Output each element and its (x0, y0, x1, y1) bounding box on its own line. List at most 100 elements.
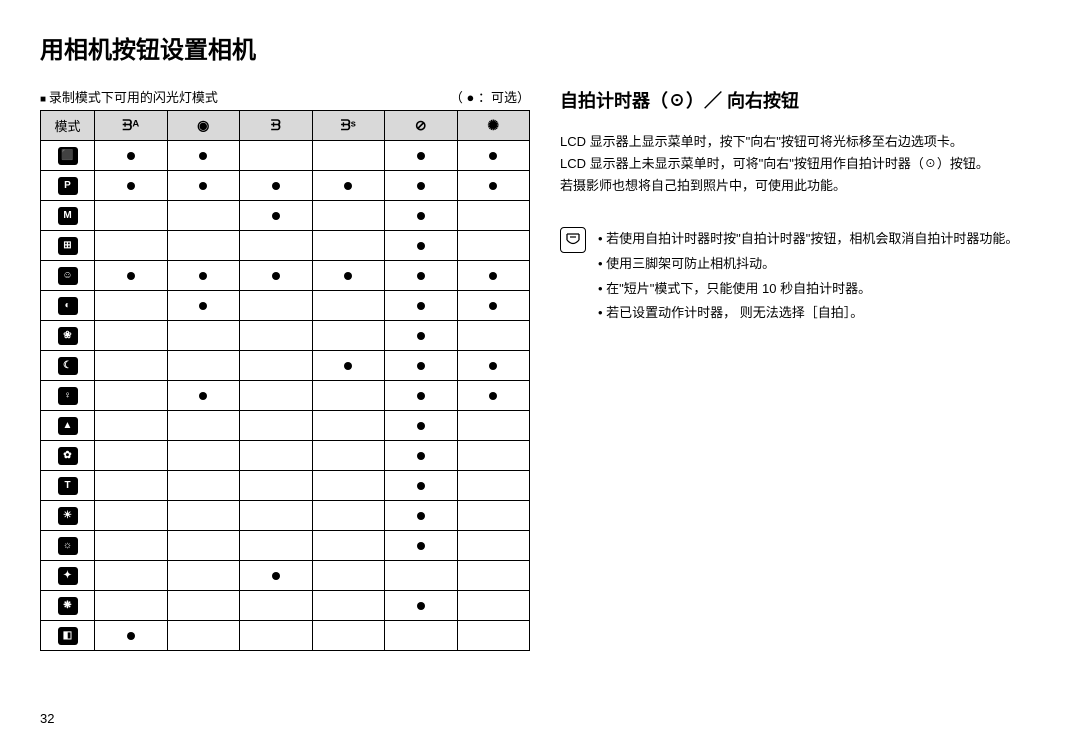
table-cell (457, 321, 530, 351)
flash-off-icon: ⊘ (415, 117, 427, 133)
body-paragraph: LCD 显示器上显示菜单时，按下"向右"按钮可将光标移至右边选项卡。LCD 显示… (560, 131, 1030, 197)
body-line: 若摄影师也想将自己拍到照片中，可使用此功能。 (560, 175, 1030, 197)
table-cell (457, 411, 530, 441)
table-cell (95, 201, 168, 231)
table-row: ☺ (41, 261, 530, 291)
table-cell (167, 411, 240, 441)
header-flash-auto: ᗲᴬ (95, 111, 168, 141)
table-cell (385, 411, 458, 441)
table-cell (240, 381, 313, 411)
available-dot (417, 212, 425, 220)
available-dot (417, 362, 425, 370)
table-cell (312, 201, 385, 231)
page-title: 用相机按钮设置相机 (40, 30, 1040, 65)
table-cell (385, 141, 458, 171)
table-cell (167, 351, 240, 381)
table-cell (457, 591, 530, 621)
mode-backlight-icon: ☼ (58, 537, 78, 555)
table-row: ♀ (41, 381, 530, 411)
table-cell (312, 441, 385, 471)
table-cell (167, 171, 240, 201)
table-cell (167, 531, 240, 561)
table-row: ☾ (41, 351, 530, 381)
flash-mode-table: 模式ᗲᴬ◉ᗲᗲˢ⊘✺ ⬛PM⊞☺◐❀☾♀▲✿T☀☼✦❋◧ (40, 110, 530, 651)
mode-portrait-icon: ❀ (58, 327, 78, 345)
table-cell (167, 291, 240, 321)
note-icon (560, 227, 586, 253)
table-cell (167, 441, 240, 471)
table-cell (385, 501, 458, 531)
table-cell (95, 591, 168, 621)
table-cell (457, 141, 530, 171)
table-cell (457, 291, 530, 321)
mode-closeup-icon: ▲ (58, 417, 78, 435)
table-cell (167, 381, 240, 411)
available-dot (199, 152, 207, 160)
table-cell (240, 321, 313, 351)
header-mode: 模式 (41, 111, 95, 141)
mode-landscape-icon: ♀ (58, 387, 78, 405)
table-cell (95, 471, 168, 501)
table-cell (312, 351, 385, 381)
mode-beach-icon: ❋ (58, 597, 78, 615)
table-cell (95, 411, 168, 441)
table-cell (95, 621, 168, 651)
table-cell (95, 321, 168, 351)
table-cell (385, 321, 458, 351)
available-dot (489, 302, 497, 310)
table-cell (312, 471, 385, 501)
available-dot (199, 272, 207, 280)
table-cell (95, 501, 168, 531)
table-cell (95, 561, 168, 591)
table-cell (167, 471, 240, 501)
table-cell (385, 201, 458, 231)
table-cell (385, 441, 458, 471)
left-column: 录制模式下可用的闪光灯模式 （ ● ：可选） 模式ᗲᴬ◉ᗲᗲˢ⊘✺ ⬛PM⊞☺◐… (40, 87, 530, 651)
table-row: ❀ (41, 321, 530, 351)
flash-auto-icon: ᗲᴬ (122, 117, 139, 133)
table-cell (167, 231, 240, 261)
table-cell (95, 351, 168, 381)
table-cell (385, 591, 458, 621)
mode-auto-icon: ⬛ (58, 147, 78, 165)
table-cell (457, 381, 530, 411)
table-cell (312, 261, 385, 291)
table-cell (240, 471, 313, 501)
available-dot (199, 392, 207, 400)
table-cell (457, 171, 530, 201)
table-row: P (41, 171, 530, 201)
header-flash-slow: ᗲˢ (312, 111, 385, 141)
table-cell (167, 201, 240, 231)
table-cell (167, 591, 240, 621)
table-row: ⊞ (41, 231, 530, 261)
table-row: ☀ (41, 501, 530, 531)
table-cell (167, 321, 240, 351)
table-cell (385, 531, 458, 561)
body-line: LCD 显示器上显示菜单时，按下"向右"按钮可将光标移至右边选项卡。 (560, 131, 1030, 153)
table-cell (95, 291, 168, 321)
table-cell (95, 381, 168, 411)
mode-text-icon: ✿ (58, 447, 78, 465)
available-dot (272, 272, 280, 280)
table-cell (240, 351, 313, 381)
table-cell (312, 321, 385, 351)
table-row: M (41, 201, 530, 231)
table-cell (312, 141, 385, 171)
table-cell (385, 171, 458, 201)
table-cell (95, 231, 168, 261)
table-cell (240, 561, 313, 591)
available-dot (417, 152, 425, 160)
table-cell (95, 171, 168, 201)
table-cell (385, 231, 458, 261)
table-cell (240, 411, 313, 441)
table-cell (95, 141, 168, 171)
table-cell (312, 171, 385, 201)
available-dot (199, 182, 207, 190)
available-dot (489, 362, 497, 370)
mode-dis-icon: ⊞ (58, 237, 78, 255)
mode-sunset-icon: T (58, 477, 78, 495)
page-number: 32 (40, 711, 54, 726)
table-cell (385, 261, 458, 291)
table-cell (167, 561, 240, 591)
flash-fill-icon: ᗲ (271, 117, 281, 133)
